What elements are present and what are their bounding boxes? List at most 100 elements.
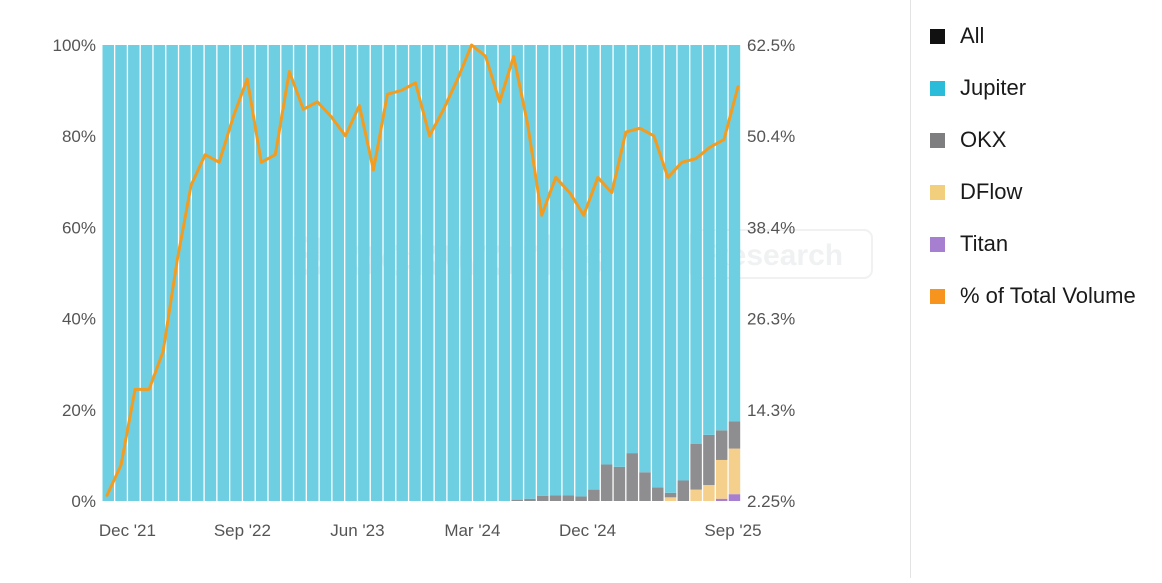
bar-okx-39 xyxy=(600,464,613,501)
bar-titan-48 xyxy=(715,498,728,501)
bar-jupiter-1 xyxy=(115,45,127,501)
y-left-tick-label: 20% xyxy=(62,401,96,420)
y-right-tick-label: 2.25% xyxy=(747,492,795,511)
bar-jupiter-38 xyxy=(588,45,600,490)
legend: All Jupiter OKX DFlow Titan % of Total Volume xyxy=(930,10,1160,322)
bar-dflow-49 xyxy=(728,448,741,495)
bar-jupiter-22 xyxy=(383,45,396,501)
bar-jupiter-5 xyxy=(166,45,178,501)
legend-swatch-icon xyxy=(930,28,945,44)
bars-layer xyxy=(102,45,741,501)
line-layer xyxy=(105,43,740,497)
bar-jupiter-0 xyxy=(102,45,114,501)
bar-jupiter-35 xyxy=(549,45,562,496)
legend-label: Jupiter xyxy=(960,75,1027,100)
bar-jupiter-49 xyxy=(728,45,741,422)
bar-dflow-48 xyxy=(715,459,728,499)
bar-okx-33 xyxy=(524,498,536,501)
bar-jupiter-4 xyxy=(153,45,166,501)
bar-jupiter-8 xyxy=(204,45,217,501)
bar-dflow-47 xyxy=(703,485,715,501)
legend-item[interactable]: % of Total Volume xyxy=(930,270,1160,322)
bar-titan-49 xyxy=(728,494,741,501)
legend-item[interactable]: All xyxy=(930,10,1160,62)
bar-okx-49 xyxy=(728,421,741,449)
chart-area: Blockworks Research 0% 20% 40% 60% 80% 100% 2… xyxy=(53,36,873,540)
bar-jupiter-24 xyxy=(409,45,421,501)
bar-okx-46 xyxy=(690,444,702,490)
y-right-tick-label: 62.5% xyxy=(747,36,795,55)
legend-swatch-icon xyxy=(930,288,945,304)
bar-jupiter-19 xyxy=(345,45,357,501)
legend-swatch-icon xyxy=(930,184,945,200)
bar-jupiter-21 xyxy=(370,45,383,501)
bar-okx-40 xyxy=(613,466,626,501)
legend-label: OKX xyxy=(960,127,1007,152)
bar-jupiter-20 xyxy=(358,45,370,501)
bar-okx-43 xyxy=(652,487,664,501)
bar-jupiter-30 xyxy=(485,45,498,501)
bar-dflow-44 xyxy=(664,497,677,501)
x-tick-label: Sep '25 xyxy=(704,521,761,540)
bar-jupiter-16 xyxy=(306,45,319,501)
bar-jupiter-32 xyxy=(511,45,523,500)
bar-jupiter-3 xyxy=(140,45,153,501)
bar-okx-32 xyxy=(511,499,523,501)
legend-swatch-icon xyxy=(930,236,945,252)
bar-jupiter-47 xyxy=(703,45,715,435)
bar-jupiter-33 xyxy=(524,45,536,499)
left-axis: 0% 20% 40% 60% 80% 100% xyxy=(53,36,96,511)
bar-okx-35 xyxy=(549,495,562,501)
bar-okx-38 xyxy=(588,489,600,501)
y-right-tick-label: 14.3% xyxy=(747,401,795,420)
bar-okx-42 xyxy=(639,472,651,501)
bar-jupiter-2 xyxy=(128,45,140,501)
x-tick-label: Jun '23 xyxy=(330,521,384,540)
bar-jupiter-48 xyxy=(715,45,728,431)
bar-jupiter-44 xyxy=(664,45,677,493)
y-right-tick-label: 26.3% xyxy=(747,310,795,329)
bar-jupiter-13 xyxy=(268,45,281,501)
bar-jupiter-29 xyxy=(473,45,485,501)
bar-jupiter-7 xyxy=(191,45,204,501)
legend-label: All xyxy=(960,23,985,48)
bar-jupiter-42 xyxy=(639,45,651,473)
bar-okx-48 xyxy=(715,430,728,460)
bar-jupiter-18 xyxy=(332,45,345,501)
bar-jupiter-27 xyxy=(447,45,460,501)
bar-okx-34 xyxy=(537,495,549,501)
line-series-total-volume xyxy=(105,43,740,497)
y-right-tick-label: 38.4% xyxy=(747,218,795,237)
bar-jupiter-41 xyxy=(626,45,638,454)
y-left-tick-label: 80% xyxy=(62,127,96,146)
bar-jupiter-26 xyxy=(434,45,447,501)
bar-jupiter-39 xyxy=(600,45,613,465)
y-right-tick-label: 50.4% xyxy=(747,127,795,146)
bar-jupiter-43 xyxy=(652,45,664,488)
legend-divider xyxy=(910,0,911,578)
bar-jupiter-45 xyxy=(677,45,690,481)
y-left-tick-label: 60% xyxy=(62,218,96,237)
legend-item[interactable]: DFlow xyxy=(930,166,1160,218)
chart-svg: Blockworks Research 0%20%40%60%80%100% 2… xyxy=(53,36,873,540)
legend-swatch-icon xyxy=(930,132,945,148)
legend-label: DFlow xyxy=(960,179,1023,204)
legend-label: % of Total Volume xyxy=(960,283,1136,308)
bar-jupiter-37 xyxy=(575,45,587,497)
bar-okx-37 xyxy=(575,496,587,501)
bar-jupiter-40 xyxy=(613,45,626,467)
bar-jupiter-12 xyxy=(255,45,268,501)
legend-swatch-icon xyxy=(930,80,945,96)
x-tick-label: Mar '24 xyxy=(444,521,500,540)
legend-item[interactable]: OKX xyxy=(930,114,1160,166)
bar-jupiter-46 xyxy=(690,45,702,444)
x-axis: Dec '21 Sep '22 Jun '23 Mar '24 Dec '24 Sep '… xyxy=(99,521,762,540)
bar-jupiter-28 xyxy=(460,45,472,501)
bar-okx-36 xyxy=(562,495,575,501)
legend-item[interactable]: Titan xyxy=(930,218,1160,270)
y-left-tick-label: 100% xyxy=(53,36,96,55)
right-axis: 2.25% 14.3% 26.3% 38.4% 50.4% 62.5% xyxy=(747,36,795,511)
bar-jupiter-9 xyxy=(217,45,229,501)
legend-item[interactable]: Jupiter xyxy=(930,62,1160,114)
legend-label: Titan xyxy=(960,231,1009,256)
